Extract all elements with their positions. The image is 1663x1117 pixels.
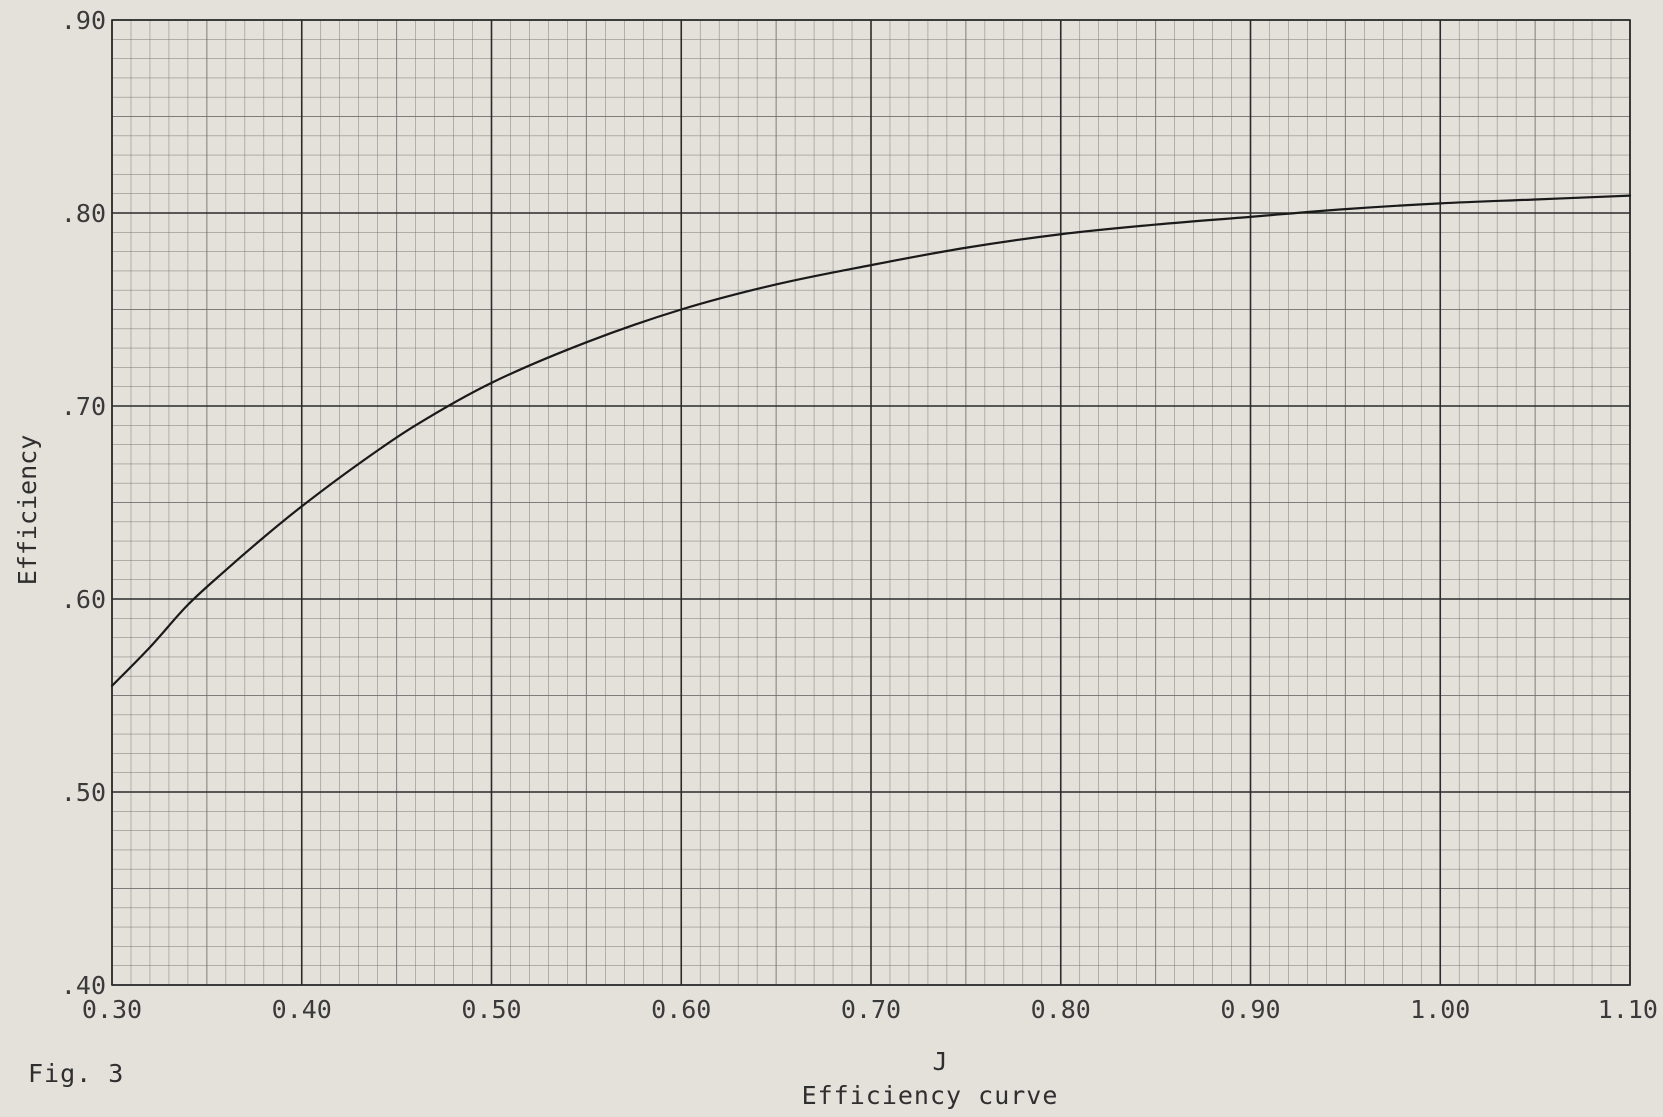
x-tick-label: 0.90: [1220, 995, 1280, 1024]
x-tick-label: 1.10: [1598, 995, 1658, 1024]
x-tick-label: 0.70: [841, 995, 901, 1024]
x-tick-labels: 0.30 0.40 0.50 0.60 0.70 0.80 0.90 1.00 1.10: [82, 995, 1658, 1024]
y-tick-label: .40: [61, 971, 106, 1000]
figure-label: Fig. 3: [28, 1059, 124, 1088]
chart-caption: Efficiency curve: [802, 1081, 1059, 1110]
y-tick-label: .90: [61, 6, 106, 35]
y-axis-label: Efficiency: [13, 435, 42, 586]
efficiency-curve: [110, 194, 1632, 687]
x-axis-label: J: [932, 1047, 947, 1076]
plot-frame: [111, 19, 1631, 986]
x-tick-label: 0.50: [461, 995, 521, 1024]
x-tick-label: 0.30: [82, 995, 142, 1024]
series-layer: [110, 194, 1632, 687]
x-tick-label: 1.00: [1410, 995, 1470, 1024]
y-tick-label: .80: [61, 199, 106, 228]
y-tick-label: .70: [61, 392, 106, 421]
y-tick-label: .50: [61, 778, 106, 807]
x-tick-label: 0.80: [1031, 995, 1091, 1024]
x-tick-label: 0.60: [651, 995, 711, 1024]
y-tick-label: .60: [61, 585, 106, 614]
y-tick-labels: .40 .50 .60 .70 .80 .90: [61, 6, 106, 1000]
x-tick-label: 0.40: [272, 995, 332, 1024]
